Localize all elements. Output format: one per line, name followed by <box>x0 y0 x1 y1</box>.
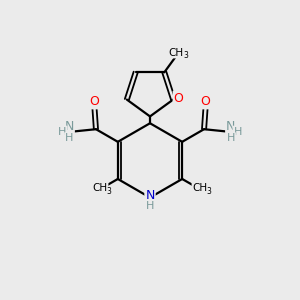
Text: N: N <box>64 120 74 133</box>
Text: CH: CH <box>169 47 184 58</box>
Text: O: O <box>201 95 211 108</box>
Text: H: H <box>58 127 67 136</box>
Text: 3: 3 <box>206 187 211 196</box>
Text: H: H <box>226 133 235 143</box>
Text: 3: 3 <box>183 51 188 60</box>
Text: H: H <box>233 127 242 136</box>
Text: H: H <box>146 201 154 211</box>
Text: N: N <box>226 120 236 133</box>
Text: O: O <box>89 95 99 108</box>
Text: N: N <box>145 189 155 202</box>
Text: 3: 3 <box>106 187 111 196</box>
Text: H: H <box>65 133 74 143</box>
Text: CH: CH <box>92 183 108 193</box>
Text: O: O <box>174 92 184 105</box>
Text: CH: CH <box>192 183 208 193</box>
